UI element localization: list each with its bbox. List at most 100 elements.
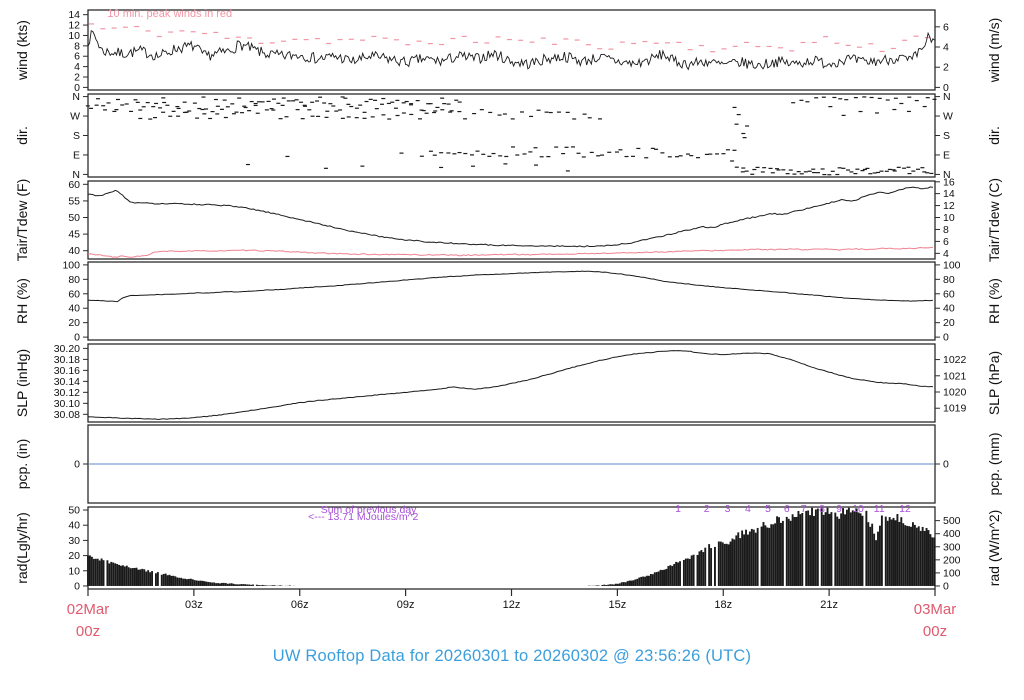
panel-label-left-slp: SLP (inHg)	[14, 349, 30, 417]
y-tick-label-right: 200	[943, 554, 961, 566]
y-tick-label-left: N	[72, 169, 80, 181]
y-tick-label-right: 300	[943, 541, 961, 553]
panel-label-left-pcp: pcp. (in)	[14, 439, 30, 490]
hour-marker: 12	[899, 503, 911, 515]
y-tick-label-left: 100	[62, 259, 80, 271]
hour-marker: 4	[745, 503, 751, 515]
y-tick-label-right: N	[943, 169, 951, 181]
y-tick-label-left: 0	[74, 332, 80, 344]
annotation-rad: Sum of previous day	[321, 504, 417, 516]
x-tick-label: 09z	[397, 599, 415, 611]
series-tair-f	[87, 186, 933, 248]
y-tick-label-right: 4	[943, 248, 949, 260]
x-tick-label-date: 02Mar	[67, 601, 110, 618]
y-tick-label-right: 2	[943, 62, 949, 74]
x-tick-label: 12z	[503, 599, 521, 611]
y-tick-label-left: 0	[74, 82, 80, 94]
y-tick-label-right: W	[943, 111, 953, 123]
y-tick-label-right: 4	[943, 42, 949, 54]
series-solar-radiation	[87, 507, 936, 586]
y-tick-label-right: N	[943, 91, 951, 103]
y-tick-label-right: E	[943, 149, 950, 161]
y-tick-label-left: 30.20	[54, 343, 80, 355]
y-tick-label-left: 30.18	[54, 354, 80, 366]
panel-pcp: 0 0 pcp. (in) pcp. (mm)	[14, 424, 1002, 504]
panel-frame	[87, 9, 936, 91]
series-tdew-f	[87, 246, 933, 258]
y-tick-label-left: 8	[74, 40, 80, 52]
y-tick-label-right: 0	[943, 459, 949, 471]
y-tick-label-right: 14	[943, 188, 955, 200]
y-tick-label-left: 50	[68, 505, 80, 517]
y-tick-label-left: 12	[68, 20, 80, 32]
y-tick-label-right: 100	[943, 259, 961, 271]
y-tick-label-left: 60	[68, 179, 80, 191]
y-tick-label-left: 4	[74, 61, 80, 73]
y-tick-label-left: 30.14	[54, 376, 80, 388]
panel-frame	[87, 261, 936, 341]
y-tick-label-right: 1022	[943, 354, 967, 366]
hour-marker: 1	[675, 503, 681, 515]
y-tick-label-left: 50	[68, 212, 80, 224]
y-tick-label-right: 60	[943, 288, 955, 300]
panel-label-right-slp: SLP (hPa)	[986, 351, 1002, 415]
x-tick-label: 21z	[820, 599, 838, 611]
y-tick-label-left: 20	[68, 550, 80, 562]
y-tick-label-left: 20	[68, 317, 80, 329]
y-tick-label-left: S	[73, 130, 80, 142]
panel-frame	[87, 93, 936, 178]
y-tick-label-left: 30.08	[54, 409, 80, 421]
chart-title: UW Rooftop Data for 20260301 to 20260302…	[272, 647, 752, 665]
y-tick-label-right: 1020	[943, 387, 967, 399]
y-tick-label-left: 6	[74, 51, 80, 63]
y-tick-label-left: 60	[68, 288, 80, 300]
y-tick-label-left: 10	[68, 565, 80, 577]
series-wind-avg	[87, 30, 935, 71]
series-slp-inhg	[87, 350, 933, 420]
hour-marker: 8	[819, 503, 825, 515]
y-tick-label-left: 30	[68, 535, 80, 547]
panel-label-right-rad: rad (W/m^2)	[986, 510, 1002, 587]
y-tick-label-left: 40	[68, 520, 80, 532]
panel-label-right-dir: dir.	[986, 126, 1002, 145]
y-tick-label-left: 0	[74, 459, 80, 471]
y-tick-label-left: 0	[74, 580, 80, 592]
hour-marker: 7	[801, 503, 807, 515]
panel-label-left-dir: dir.	[14, 126, 30, 145]
y-tick-label-left: 45	[68, 229, 80, 241]
panel-label-left-rh: RH (%)	[14, 278, 30, 324]
panel-label-right-wind: wind (m/s)	[986, 18, 1002, 84]
y-tick-label-left: E	[73, 149, 80, 161]
panel-rh: 0 20 40 60 80 100 0 20 40 60 80 100 RH (%) RH (%)	[14, 259, 1002, 343]
y-tick-label-left: N	[72, 91, 80, 103]
y-tick-label-left: 40	[68, 303, 80, 315]
hour-marker: 10	[852, 503, 864, 515]
annotation-wind: 10 min. peak winds in red	[107, 8, 232, 20]
y-tick-label-left: 10	[68, 30, 80, 42]
x-tick-label: 18z	[714, 599, 732, 611]
x-tick-label: 15z	[609, 599, 627, 611]
y-tick-label-right: 1019	[943, 403, 967, 415]
hour-marker: 5	[765, 503, 771, 515]
y-tick-label-left: 14	[68, 9, 80, 21]
y-tick-label-left: 30.10	[54, 398, 80, 410]
y-tick-label-left: 30.16	[54, 365, 80, 377]
annotation-rad: <--- 13.71 MJoules/m^2	[308, 511, 418, 523]
y-tick-label-right: 10	[943, 212, 955, 224]
y-tick-label-right: 80	[943, 274, 955, 286]
y-tick-label-right: 16	[943, 176, 955, 188]
hour-marker: 6	[784, 503, 790, 515]
y-tick-label-left: W	[70, 111, 80, 123]
y-tick-label-right: 1021	[943, 370, 967, 382]
hour-marker: 9	[836, 503, 842, 515]
y-tick-label-right: 0	[943, 332, 949, 344]
y-tick-label-left: 30.12	[54, 387, 80, 399]
y-tick-label-right: 100	[943, 567, 961, 579]
y-tick-label-right: 500	[943, 515, 961, 527]
x-tick-label-date: 03Mar	[914, 601, 957, 618]
